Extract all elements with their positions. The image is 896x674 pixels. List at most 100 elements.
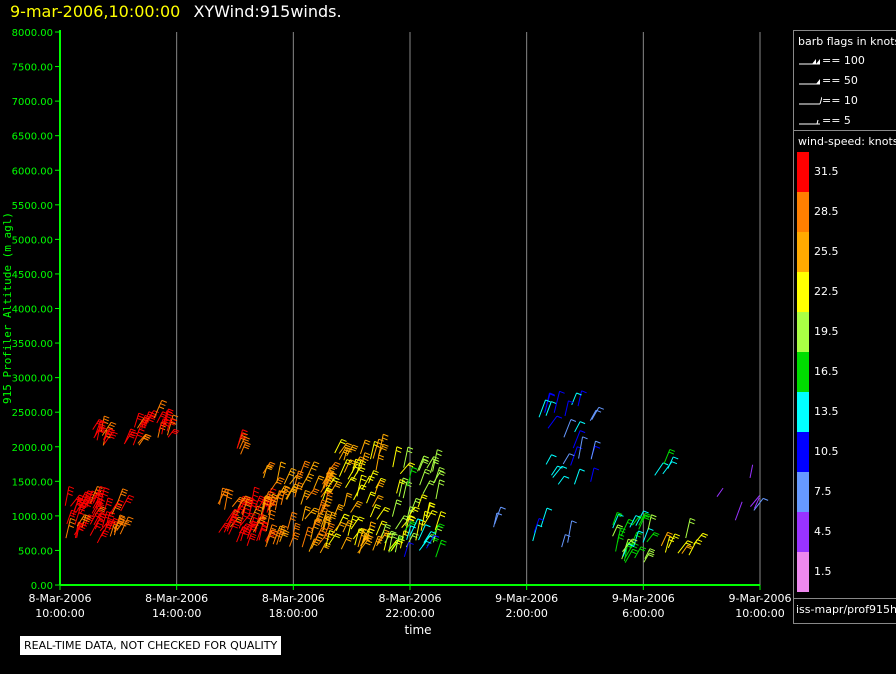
wind-barb-feather bbox=[409, 462, 416, 466]
wind-barb-feather bbox=[248, 514, 254, 518]
x-ticks: 8-Mar-2006 10:00:00 8-Mar-2006 14:00:00 8-Ma… bbox=[29, 585, 791, 620]
wind-barb-feather bbox=[419, 522, 425, 526]
wind-barb-feather bbox=[325, 489, 332, 493]
wind-barb bbox=[573, 468, 581, 485]
wind-barb-feather bbox=[424, 471, 430, 475]
wind-barb-feather bbox=[378, 482, 385, 486]
legend-divider-end bbox=[793, 623, 896, 624]
wind-barb-feather bbox=[170, 420, 176, 424]
wind-barb bbox=[494, 506, 502, 525]
wind-barb bbox=[347, 464, 358, 480]
wind-barb-feather bbox=[139, 428, 145, 432]
wind-barb-feather bbox=[294, 525, 301, 529]
wind-barb-feather bbox=[258, 522, 264, 525]
wind-barb-feather bbox=[268, 463, 275, 467]
wind-barb-feather bbox=[109, 436, 115, 439]
wind-barb-feather bbox=[398, 537, 404, 541]
wind-barb-feather bbox=[334, 535, 340, 539]
color-swatch bbox=[797, 192, 809, 232]
wind-barb-feather bbox=[245, 504, 251, 508]
wind-barb-feather bbox=[83, 501, 89, 505]
wind-barb-feather bbox=[383, 509, 389, 513]
wind-barb-feather bbox=[278, 493, 284, 497]
wind-barb-feather bbox=[137, 434, 143, 438]
x-tick-date: 8-Mar-2006 bbox=[29, 592, 92, 605]
wind-barb-feather bbox=[440, 511, 447, 515]
wind-barb bbox=[750, 495, 761, 507]
wind-barb-feather bbox=[161, 399, 167, 403]
wind-barb-feather bbox=[370, 521, 377, 525]
wind-barb bbox=[254, 514, 260, 533]
wind-barb-feather bbox=[399, 481, 405, 485]
wind-barb-feather bbox=[137, 417, 143, 421]
wind-barb bbox=[247, 517, 255, 538]
wind-barb-feather bbox=[438, 525, 444, 529]
wind-barb-feather bbox=[116, 503, 123, 507]
wind-barb-feather bbox=[127, 497, 133, 501]
wind-barb-feather bbox=[645, 512, 651, 516]
wind-barb-feather bbox=[125, 500, 132, 504]
wind-barb-feather bbox=[84, 519, 90, 523]
wind-barb-feather bbox=[87, 516, 94, 520]
wind-barb-feather bbox=[402, 517, 408, 521]
wind-barb-feather bbox=[361, 534, 367, 538]
wind-barb-feather bbox=[222, 525, 229, 529]
x-tick-time: 2:00:00 bbox=[505, 607, 547, 620]
wind-barb-feather bbox=[244, 527, 250, 531]
wind-barb-feather bbox=[279, 525, 286, 529]
wind-barb-feather bbox=[384, 526, 391, 530]
wind-barb-feather bbox=[143, 419, 150, 423]
wind-barb-feather bbox=[314, 461, 320, 465]
wind-barb-feather bbox=[538, 518, 545, 521]
wind-barb-feather bbox=[356, 463, 362, 467]
wind-barb-feather bbox=[122, 488, 128, 492]
wind-barb-feather bbox=[249, 537, 255, 541]
wind-barb-feather bbox=[304, 492, 310, 496]
wind-barb-feather bbox=[97, 505, 104, 509]
wind-barb-feather bbox=[582, 436, 588, 440]
wind-barb-feather bbox=[130, 433, 136, 437]
wind-barb-feather bbox=[114, 507, 121, 511]
wind-barb-feather bbox=[269, 535, 275, 539]
wind-barb-feather bbox=[327, 494, 333, 498]
wind-barb-feather bbox=[115, 505, 121, 509]
wind-barb bbox=[322, 515, 327, 532]
wind-barb-feather bbox=[383, 433, 389, 437]
wind-barb-feather bbox=[414, 506, 420, 510]
wind-barb-feather bbox=[650, 516, 656, 520]
wind-speed-label: 10.5 bbox=[814, 445, 839, 458]
y-tick-label: 5500.00 bbox=[12, 201, 53, 212]
wind-barb-feather bbox=[306, 530, 313, 534]
wind-barb-feather bbox=[137, 415, 144, 419]
wind-barb-feather bbox=[171, 431, 178, 435]
wind-barb-feather bbox=[232, 511, 239, 515]
wind-barb-feather bbox=[161, 413, 167, 417]
wind-barb-feather bbox=[365, 439, 371, 443]
wind-barb-feather bbox=[373, 470, 379, 474]
y-tick-label: 500.00 bbox=[18, 546, 53, 557]
wind-barb-feather bbox=[363, 528, 369, 532]
wind-barb-feather bbox=[265, 497, 271, 501]
wind-barb-feather bbox=[100, 515, 106, 519]
wind-barb-feather bbox=[669, 448, 676, 452]
wind-barb-feather bbox=[619, 530, 626, 533]
wind-barb-feather bbox=[108, 519, 115, 523]
wind-barb-feather bbox=[334, 477, 340, 481]
wind-barb-feather bbox=[320, 530, 326, 533]
wind-barb bbox=[407, 467, 413, 487]
wind-barb-feather bbox=[97, 497, 104, 501]
wind-barb-feather bbox=[363, 458, 369, 462]
wind-barb-feather bbox=[338, 504, 345, 507]
wind-barb-feather bbox=[284, 530, 290, 534]
wind-barb-feather bbox=[620, 527, 626, 531]
wind-barb-feather bbox=[398, 534, 405, 538]
wind-barb-feather bbox=[332, 479, 338, 483]
wind-barb-feather bbox=[408, 518, 415, 522]
wind-barb-feather bbox=[162, 411, 168, 415]
wind-barb-feather bbox=[345, 462, 351, 466]
wind-barb-feather bbox=[266, 467, 272, 471]
wind-barb-feather bbox=[355, 458, 361, 462]
wind-barb-feather bbox=[668, 451, 674, 455]
y-tick-label: 3000.00 bbox=[12, 374, 53, 385]
wind-barb-feather bbox=[378, 438, 384, 442]
